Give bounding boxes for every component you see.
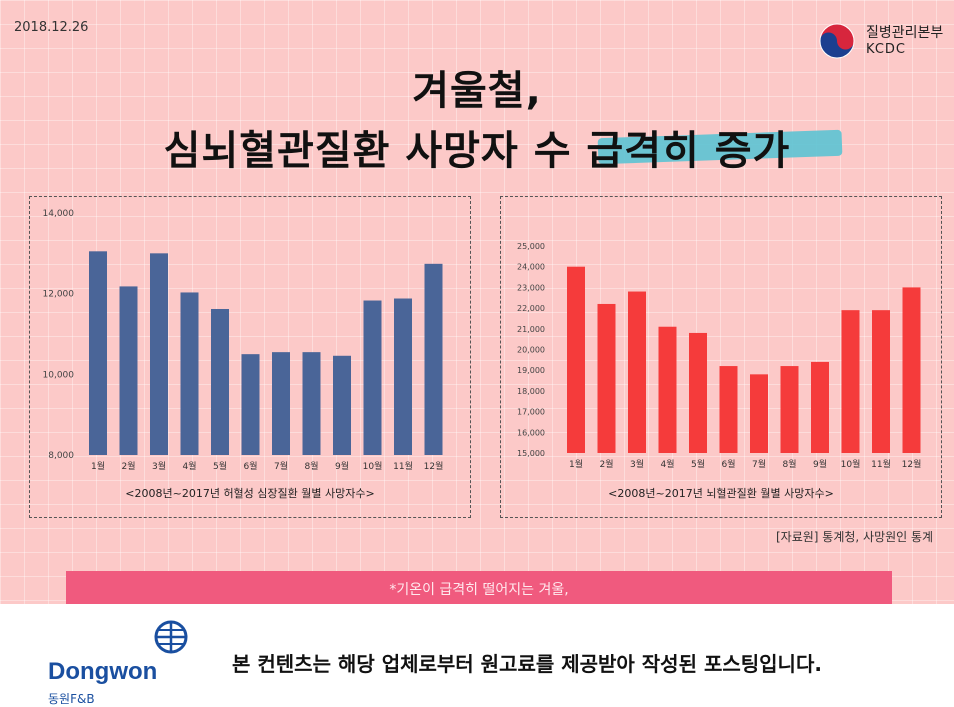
x-tick-label: 4월 bbox=[660, 458, 674, 470]
note-box: *기온이 급격히 떨어지는 겨울, bbox=[66, 571, 892, 604]
bar bbox=[567, 266, 585, 453]
x-tick-label: 11월 bbox=[871, 458, 891, 470]
y-tick-label: 20,000 bbox=[517, 346, 545, 355]
y-tick-label: 15,000 bbox=[517, 449, 545, 458]
y-tick-label: 14,000 bbox=[43, 209, 75, 219]
chart-panel-brain: 15,000 16,000 17,000 18,000 19,000 20,000 21,0… bbox=[500, 196, 942, 518]
x-tick-label: 1월 bbox=[91, 460, 105, 472]
bar bbox=[424, 263, 443, 455]
bar bbox=[811, 361, 829, 453]
bar-chart-brain: 15,000 16,000 17,000 18,000 19,000 20,000 21,0… bbox=[517, 242, 922, 470]
bar bbox=[119, 286, 138, 455]
bar bbox=[872, 310, 890, 453]
x-tick-label: 7월 bbox=[752, 458, 766, 470]
x-tick-label: 10월 bbox=[363, 460, 383, 472]
x-tick-label: 4월 bbox=[182, 460, 196, 472]
y-tick-label: 16,000 bbox=[517, 428, 545, 437]
bar bbox=[394, 298, 412, 455]
y-tick-label: 25,000 bbox=[517, 242, 545, 251]
taegeuk-icon bbox=[819, 23, 855, 59]
bar bbox=[902, 287, 921, 453]
date-label: 2018.12.26 bbox=[14, 20, 89, 35]
x-tick-label: 8월 bbox=[782, 458, 796, 470]
x-tick-label: 1월 bbox=[569, 458, 583, 470]
x-tick-label: 5월 bbox=[691, 458, 705, 470]
bar bbox=[89, 251, 107, 455]
dongwon-logo: Dongwon 동원F&B bbox=[48, 620, 198, 706]
chart-caption-brain: <2008년~2017년 뇌혈관질환 월별 사망자수> bbox=[608, 487, 834, 500]
brand-name-english: Dongwon bbox=[48, 658, 158, 685]
bar bbox=[363, 300, 382, 455]
bar bbox=[211, 308, 229, 455]
sponsorship-disclaimer: 본 컨텐츠는 해당 업체로부터 원고료를 제공받아 작성된 포스팅입니다. bbox=[232, 652, 822, 676]
bar-chart-heart: 8,000 10,000 12,000 14,000 1월 2월 3월 4월 5월 6월 7월 8월 9… bbox=[43, 209, 444, 472]
y-tick-label: 24,000 bbox=[517, 263, 545, 272]
x-tick-label: 2월 bbox=[121, 460, 135, 472]
bar bbox=[658, 326, 677, 453]
kcdc-logo: 질병관리본부 KCDC bbox=[818, 20, 954, 60]
x-tick-label: 9월 bbox=[813, 458, 827, 470]
bar bbox=[689, 332, 707, 453]
title-line-1: 겨울철, bbox=[412, 68, 542, 114]
y-tick-label: 17,000 bbox=[517, 408, 545, 417]
x-tick-label: 11월 bbox=[393, 460, 413, 472]
x-tick-label: 6월 bbox=[243, 460, 257, 472]
x-tick-label: 10월 bbox=[841, 458, 861, 470]
x-tick-label: 12월 bbox=[902, 458, 922, 470]
bar bbox=[719, 366, 738, 453]
y-tick-label: 12,000 bbox=[43, 290, 75, 300]
chart-panel-heart: 8,000 10,000 12,000 14,000 1월 2월 3월 4월 5월 6월 7월 8월 9… bbox=[29, 196, 471, 518]
x-tick-label: 5월 bbox=[213, 460, 227, 472]
x-tick-label: 8월 bbox=[304, 460, 318, 472]
x-tick-label: 2월 bbox=[599, 458, 613, 470]
y-tick-label: 19,000 bbox=[517, 366, 545, 375]
globe-icon bbox=[154, 620, 188, 654]
bar bbox=[150, 253, 168, 455]
bar bbox=[780, 366, 799, 453]
x-tick-label: 6월 bbox=[721, 458, 735, 470]
bar bbox=[597, 303, 616, 453]
bar bbox=[750, 374, 768, 453]
x-tick-label: 3월 bbox=[152, 460, 166, 472]
bar bbox=[628, 291, 646, 453]
org-name-korean: 질병관리본부 bbox=[866, 25, 944, 41]
brand-name-korean: 동원F&B bbox=[48, 692, 95, 706]
x-tick-label: 3월 bbox=[630, 458, 644, 470]
bar bbox=[241, 354, 260, 455]
bar bbox=[302, 352, 321, 455]
chart-caption-heart: <2008년~2017년 허혈성 심장질환 월별 사망자수> bbox=[125, 487, 375, 500]
y-tick-label: 10,000 bbox=[43, 370, 75, 380]
bar bbox=[841, 310, 860, 453]
bar bbox=[333, 355, 351, 455]
y-tick-label: 18,000 bbox=[517, 387, 545, 396]
title-line-2: 심뇌혈관질환 사망자 수 급격히 증가 bbox=[163, 128, 791, 174]
org-name-english: KCDC bbox=[866, 42, 906, 57]
bar bbox=[272, 352, 290, 455]
x-tick-label: 9월 bbox=[335, 460, 349, 472]
x-tick-label: 12월 bbox=[424, 460, 444, 472]
bar bbox=[180, 292, 199, 455]
y-tick-label: 23,000 bbox=[517, 283, 545, 292]
x-tick-label: 7월 bbox=[274, 460, 288, 472]
y-tick-label: 21,000 bbox=[517, 325, 545, 334]
y-tick-label: 8,000 bbox=[48, 451, 74, 461]
y-tick-label: 22,000 bbox=[517, 304, 545, 313]
source-note: [자료원] 통계청, 사망원인 통계 bbox=[776, 530, 934, 544]
note-text: *기온이 급격히 떨어지는 겨울, bbox=[389, 582, 569, 598]
sponsor-footer: Dongwon 동원F&B 본 컨텐츠는 해당 업체로부터 원고료를 제공받아 … bbox=[0, 604, 954, 706]
infographic-poster: 2018.12.26 질병관리본부 KCDC 겨울철, 심뇌혈관질환 사망자 수… bbox=[0, 0, 954, 604]
